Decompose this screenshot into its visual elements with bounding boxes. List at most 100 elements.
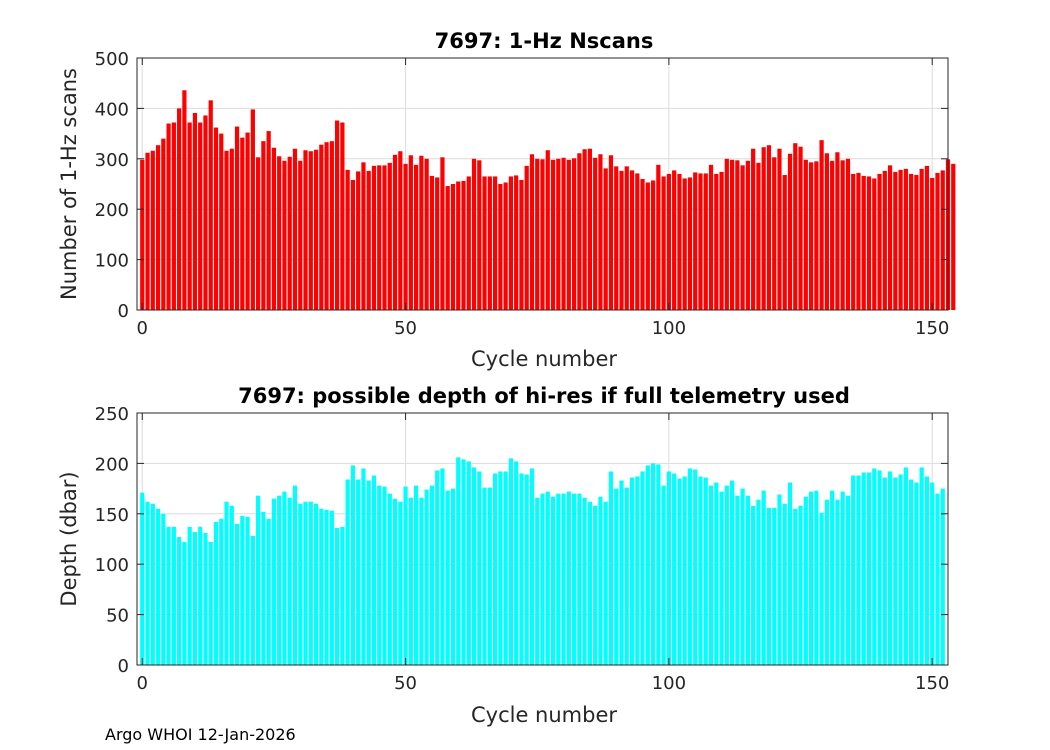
bar bbox=[256, 495, 261, 665]
bar bbox=[166, 526, 171, 665]
bar bbox=[587, 148, 592, 310]
bar bbox=[187, 526, 192, 665]
bar bbox=[593, 157, 598, 310]
bar bbox=[930, 177, 935, 310]
bar bbox=[666, 173, 671, 310]
bar bbox=[898, 474, 903, 665]
bar bbox=[177, 536, 182, 665]
bar bbox=[529, 468, 535, 665]
bar bbox=[519, 473, 524, 665]
bar bbox=[708, 485, 714, 665]
y-tick-labels: 0 100 200 300 400 500 bbox=[95, 49, 129, 322]
bar bbox=[245, 132, 250, 310]
bar bbox=[835, 152, 840, 310]
bar bbox=[408, 497, 413, 665]
panel-nscans: 7697: 1-Hz Nscans 0 50 100 150 0 100 200 300 40… bbox=[57, 29, 956, 371]
bar bbox=[166, 123, 171, 311]
bar bbox=[387, 493, 392, 665]
chart-title: 7697: possible depth of hi-res if full t… bbox=[238, 384, 850, 408]
bar bbox=[861, 175, 866, 310]
bar bbox=[840, 160, 845, 310]
bar bbox=[566, 491, 571, 665]
bar bbox=[561, 157, 566, 310]
y-tick-label: 200 bbox=[95, 200, 129, 221]
bar bbox=[461, 459, 466, 665]
bar bbox=[287, 497, 292, 665]
bar bbox=[435, 177, 440, 310]
y-tick-label: 50 bbox=[106, 606, 129, 627]
bar bbox=[498, 471, 503, 665]
bar bbox=[398, 501, 403, 665]
bar bbox=[524, 474, 529, 665]
bar bbox=[661, 485, 666, 665]
x-tick-label: 100 bbox=[652, 318, 686, 339]
bar bbox=[219, 133, 224, 310]
bar bbox=[445, 186, 450, 310]
y-tick-label: 150 bbox=[95, 505, 129, 526]
bar bbox=[866, 472, 872, 665]
bar bbox=[624, 487, 629, 665]
bar bbox=[487, 487, 492, 665]
bar bbox=[466, 176, 471, 310]
bar bbox=[924, 476, 930, 665]
bar bbox=[598, 496, 603, 665]
bar bbox=[629, 477, 635, 665]
bar bbox=[192, 531, 198, 665]
bar bbox=[645, 465, 650, 665]
tick-marks bbox=[137, 412, 948, 666]
bar bbox=[340, 122, 345, 310]
bar bbox=[640, 178, 645, 310]
bar bbox=[250, 535, 255, 665]
bar bbox=[845, 495, 851, 665]
bar bbox=[187, 122, 192, 310]
bar bbox=[561, 493, 566, 665]
bar bbox=[824, 153, 829, 310]
bar bbox=[682, 476, 687, 665]
bars-series bbox=[140, 90, 956, 311]
bar bbox=[229, 148, 234, 310]
bar bbox=[550, 496, 556, 665]
bar bbox=[877, 173, 882, 310]
x-tick-labels: 0 50 100 150 bbox=[137, 318, 950, 339]
bar bbox=[724, 158, 729, 310]
bar bbox=[893, 477, 898, 665]
bar bbox=[830, 160, 835, 310]
bar bbox=[277, 156, 282, 310]
bar bbox=[324, 142, 329, 310]
bar bbox=[456, 181, 461, 310]
x-tick-label: 50 bbox=[394, 673, 417, 694]
bar bbox=[335, 120, 340, 310]
bar bbox=[403, 163, 408, 310]
bar bbox=[614, 488, 619, 665]
bar bbox=[840, 491, 845, 665]
bar bbox=[292, 148, 298, 310]
bar bbox=[656, 464, 661, 665]
bar bbox=[640, 471, 645, 665]
bar bbox=[645, 182, 650, 310]
bar bbox=[250, 109, 255, 310]
bar bbox=[313, 503, 319, 665]
bar bbox=[845, 158, 851, 310]
bar bbox=[540, 493, 545, 665]
bar bbox=[735, 160, 740, 310]
bar bbox=[635, 476, 640, 665]
bar bbox=[429, 175, 435, 310]
bar bbox=[503, 182, 508, 310]
y-tick-label: 0 bbox=[118, 656, 129, 677]
bar bbox=[435, 470, 440, 665]
bar bbox=[392, 498, 398, 665]
bar bbox=[419, 497, 424, 665]
bar bbox=[629, 170, 635, 310]
bar bbox=[814, 490, 819, 665]
bar bbox=[424, 489, 429, 665]
bar bbox=[429, 485, 435, 665]
bar bbox=[877, 470, 882, 665]
bar bbox=[298, 160, 303, 310]
bar bbox=[208, 100, 213, 310]
bar bbox=[282, 491, 287, 665]
bar bbox=[951, 163, 956, 310]
bar bbox=[292, 485, 298, 665]
bar bbox=[271, 147, 277, 310]
bar bbox=[155, 145, 161, 310]
bar bbox=[909, 173, 914, 310]
